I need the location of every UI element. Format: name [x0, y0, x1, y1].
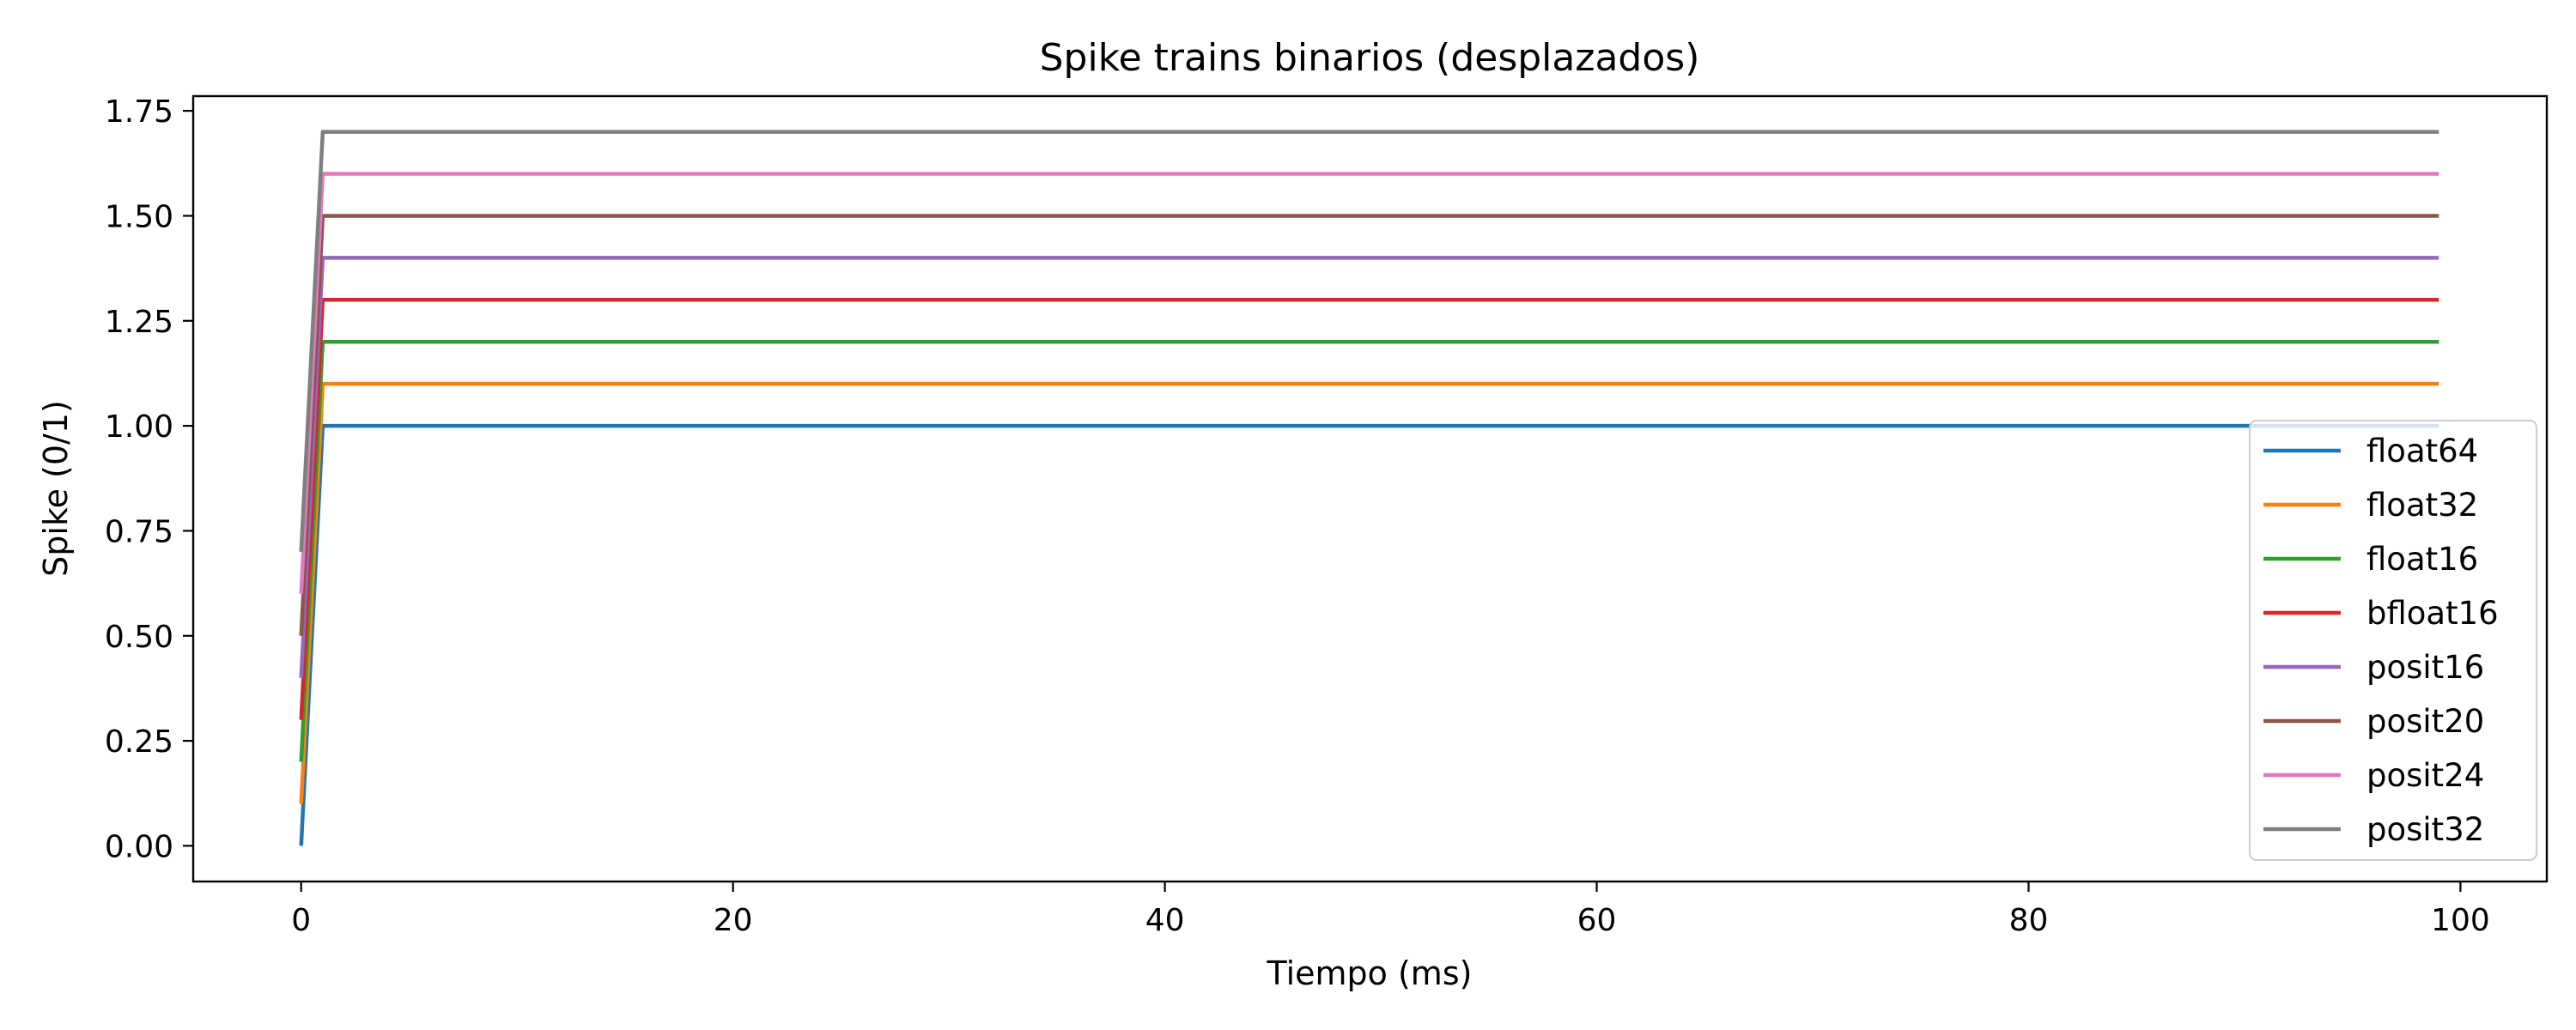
legend-label-posit20: posit20 — [2366, 703, 2484, 740]
y-tick-label: 1.75 — [105, 94, 173, 130]
legend-label-bfloat16: bfloat16 — [2366, 595, 2499, 632]
x-tick-label: 0 — [291, 903, 311, 938]
x-tick-label: 40 — [1145, 903, 1185, 938]
y-axis-ticks: 0.00 0.25 0.50 0.75 1.00 1.25 1.50 1.75 — [105, 94, 193, 864]
x-axis-ticks: 0 20 40 60 80 100 — [291, 882, 2490, 938]
x-tick-label: 80 — [2009, 903, 2049, 938]
legend-label-posit32: posit32 — [2366, 811, 2484, 848]
y-tick-label: 0.00 — [105, 829, 173, 864]
series-line-bfloat16 — [299, 298, 2439, 720]
y-tick-label: 1.00 — [105, 409, 173, 445]
legend-frame — [2249, 420, 2537, 861]
series-line-float32 — [299, 381, 2439, 804]
series-line-float64 — [299, 423, 2439, 846]
plot-frame — [191, 94, 2549, 883]
y-tick-label: 0.25 — [105, 724, 173, 760]
series-line-posit16 — [299, 256, 2439, 678]
series-layer — [299, 130, 2439, 846]
legend-label-float16: float16 — [2366, 541, 2478, 578]
y-tick-label: 1.25 — [105, 305, 173, 340]
series-line-float16 — [299, 339, 2439, 762]
legend-label-posit16: posit16 — [2366, 649, 2484, 686]
legend-label-posit24: posit24 — [2366, 757, 2484, 794]
legend: float64 float32 float16 bfloat16 posit16 posi… — [2249, 420, 2537, 861]
series-line-posit24 — [299, 172, 2439, 594]
x-axis-label: Tiempo (ms) — [1267, 954, 1473, 992]
x-tick-label: 100 — [2431, 903, 2490, 938]
chart-title: Spike trains binarios (desplazados) — [1040, 36, 1700, 80]
y-tick-label: 0.50 — [105, 620, 173, 655]
y-tick-label: 0.75 — [105, 514, 173, 549]
x-tick-label: 20 — [714, 903, 753, 938]
y-axis-label: Spike (0/1) — [37, 400, 75, 577]
legend-label-float32: float32 — [2366, 487, 2478, 524]
y-tick-label: 1.50 — [105, 199, 173, 234]
x-tick-label: 60 — [1577, 903, 1617, 938]
series-line-posit32 — [299, 130, 2439, 553]
series-line-posit20 — [299, 214, 2439, 636]
legend-label-float64: float64 — [2366, 433, 2478, 470]
